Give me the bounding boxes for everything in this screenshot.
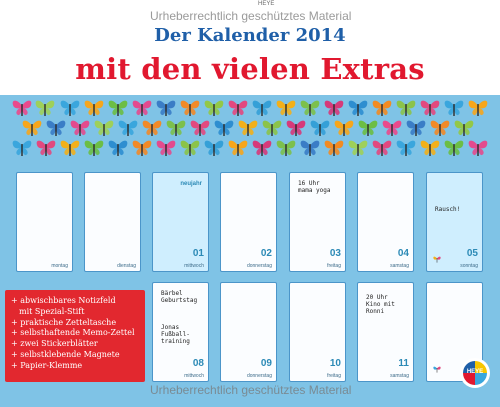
card-note: 16 Uhr mama yoga — [298, 180, 331, 194]
calendar-card: 10 freitag — [289, 282, 346, 382]
card-weekday: donnerstag — [246, 263, 272, 269]
holiday-label: neujahr — [180, 181, 202, 187]
feature-item: + selbsthaftende Memo-Zettel — [11, 328, 135, 338]
feature-item: + Papier-Klemme — [11, 360, 83, 370]
watermark-top: Urheberrechtlich geschütztes Material — [150, 9, 352, 23]
feature-item: + selbstklebende Magnete — [11, 349, 120, 359]
card-note: Bärbel Geburtstag Jonas Fußball- trainin… — [161, 290, 198, 346]
card-date: 04 — [397, 248, 409, 259]
card-weekday: mittwoch — [184, 373, 204, 379]
feature-item: + praktische Zetteltasche — [11, 317, 117, 327]
card-weekday: donnerstag — [246, 373, 272, 379]
butterfly-icon — [12, 100, 488, 156]
calendar-card: 02 donnerstag — [220, 172, 277, 272]
brand-small-text: HEYE — [258, 1, 275, 7]
card-weekday: mittwoch — [184, 263, 204, 269]
card-weekday: samstag — [390, 373, 409, 379]
calendar-card: 20 Uhr Kino mit Ronni 11 samstag — [357, 282, 414, 382]
card-date: 01 — [192, 248, 204, 259]
watermark-bottom: Urheberrechtlich geschütztes Material — [150, 383, 352, 397]
card-weekday: dienstag — [117, 263, 136, 269]
title-line-1: Der Kalender 2014 — [154, 25, 346, 46]
card-date: 02 — [260, 248, 272, 259]
card-weekday: sonntag — [460, 263, 478, 269]
logo-ring — [463, 361, 487, 385]
title-line-2: mit den vielen Extras — [75, 52, 425, 86]
feature-item: + abwischbares Notizfeld — [11, 296, 116, 305]
calendar-card: dienstag — [84, 172, 141, 272]
card-date: 08 — [192, 358, 204, 369]
heye-logo: HEYE — [460, 358, 490, 388]
calendar-card-highlight: neujahr 01 mittwoch — [152, 172, 209, 272]
calendar-card: 16 Uhr mama yoga 03 freitag — [289, 172, 346, 272]
feature-item: + zwei Stickerblätter — [11, 339, 98, 349]
card-date: 05 — [466, 248, 478, 259]
card-date: 03 — [329, 248, 341, 259]
feature-item-sub: mit Spezial-Stift — [19, 306, 85, 316]
calendar-card: Bärbel Geburtstag Jonas Fußball- trainin… — [152, 282, 209, 382]
card-date: 11 — [398, 358, 409, 369]
logo-text: HEYE — [466, 369, 484, 375]
calendar-card: montag — [16, 172, 73, 272]
butterfly-icon — [433, 256, 441, 263]
card-weekday: freitag — [327, 263, 341, 269]
features-box: + abwischbares Notizfeld mit Spezial-Sti… — [5, 290, 145, 382]
calendar-card-highlight: Rausch! 05 sonntag — [426, 172, 483, 272]
calendar-card: 09 donnerstag — [220, 282, 277, 382]
card-date: 10 — [329, 358, 341, 369]
card-note: Rausch! — [435, 206, 461, 213]
butterfly-icon — [433, 366, 441, 373]
card-date: 09 — [260, 358, 272, 369]
card-weekday: freitag — [327, 373, 341, 379]
card-weekday: samstag — [390, 263, 409, 269]
calendar-card: 04 samstag — [357, 172, 414, 272]
card-weekday: montag — [51, 263, 68, 269]
card-note: 20 Uhr Kino mit Ronni — [366, 294, 395, 315]
butterfly-banner — [12, 100, 488, 156]
